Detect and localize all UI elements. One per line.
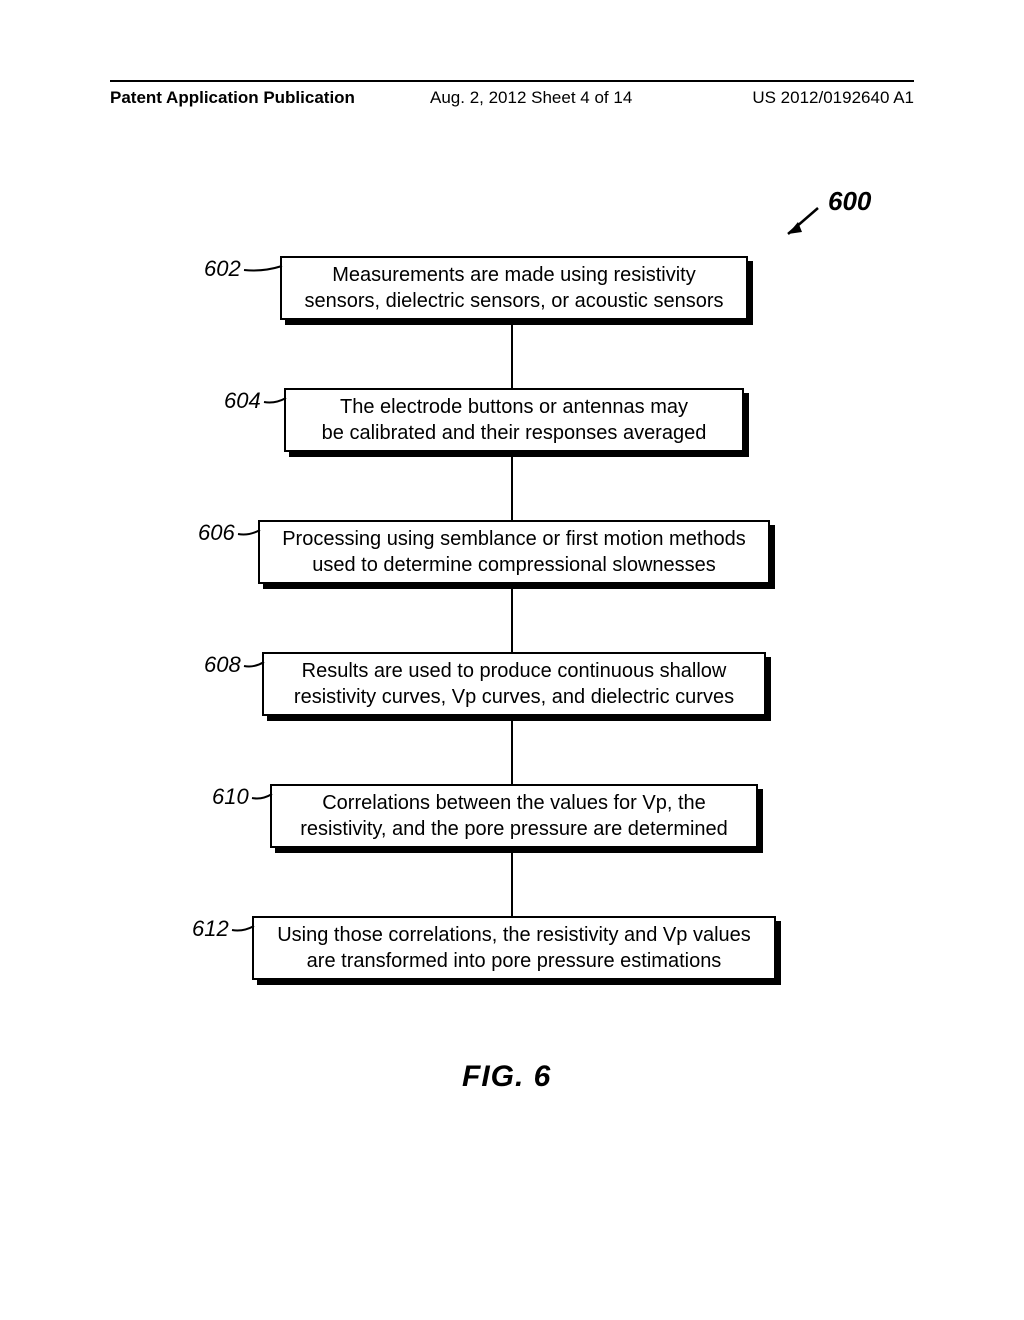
- flow-node-text: Correlations between the values for Vp, …: [300, 790, 728, 816]
- flow-node-box: Results are used to produce continuous s…: [262, 652, 766, 716]
- header-rule: [110, 80, 914, 82]
- flow-node-text: Results are used to produce continuous s…: [294, 658, 734, 684]
- header-left: Patent Application Publication: [110, 88, 355, 107]
- flow-connector: [511, 853, 513, 916]
- flow-node-leader: [228, 922, 258, 934]
- flow-node-text: used to determine compressional slowness…: [282, 552, 746, 578]
- flow-node-ref-label: 602: [204, 256, 241, 282]
- flow-node-box: The electrode buttons or antennas maybe …: [284, 388, 744, 452]
- flow-node-text: sensors, dielectric sensors, or acoustic…: [304, 288, 723, 314]
- flow-node-text: resistivity, and the pore pressure are d…: [300, 816, 728, 842]
- flow-connector: [511, 589, 513, 652]
- flow-node-leader: [248, 790, 276, 802]
- flow-node-box: Correlations between the values for Vp, …: [270, 784, 758, 848]
- flow-node-leader: [234, 526, 264, 538]
- flow-node-box: Using those correlations, the resistivit…: [252, 916, 776, 980]
- flow-node-ref-label: 612: [192, 916, 229, 942]
- figure-ref-arrow: [776, 202, 836, 267]
- page-header: Patent Application Publication Aug. 2, 2…: [110, 88, 914, 108]
- figure-caption: FIG. 6: [462, 1060, 551, 1094]
- flow-connector: [511, 325, 513, 388]
- flow-node-leader: [240, 262, 286, 274]
- flow-node-text: Measurements are made using resistivity: [304, 262, 723, 288]
- flow-node-text: Processing using semblance or first moti…: [282, 526, 746, 552]
- header-right: US 2012/0192640 A1: [752, 88, 914, 108]
- flow-connector: [511, 721, 513, 784]
- flow-node-leader: [240, 658, 268, 670]
- page: Patent Application Publication Aug. 2, 2…: [0, 0, 1024, 1320]
- flow-node-box: Measurements are made using resistivitys…: [280, 256, 748, 320]
- flow-node-ref-label: 610: [212, 784, 249, 810]
- flow-node-text: The electrode buttons or antennas may: [322, 394, 707, 420]
- flow-node-ref-label: 608: [204, 652, 241, 678]
- flow-node-leader: [260, 394, 290, 406]
- header-mid: Aug. 2, 2012 Sheet 4 of 14: [430, 88, 632, 108]
- flow-node-box: Processing using semblance or first moti…: [258, 520, 770, 584]
- flow-node-ref-label: 606: [198, 520, 235, 546]
- flow-node-text: resistivity curves, Vp curves, and diele…: [294, 684, 734, 710]
- flow-node-ref-label: 604: [224, 388, 261, 414]
- flow-connector: [511, 457, 513, 520]
- flow-node-text: be calibrated and their responses averag…: [322, 420, 707, 446]
- flow-node-text: Using those correlations, the resistivit…: [277, 922, 751, 948]
- flow-node-text: are transformed into pore pressure estim…: [277, 948, 751, 974]
